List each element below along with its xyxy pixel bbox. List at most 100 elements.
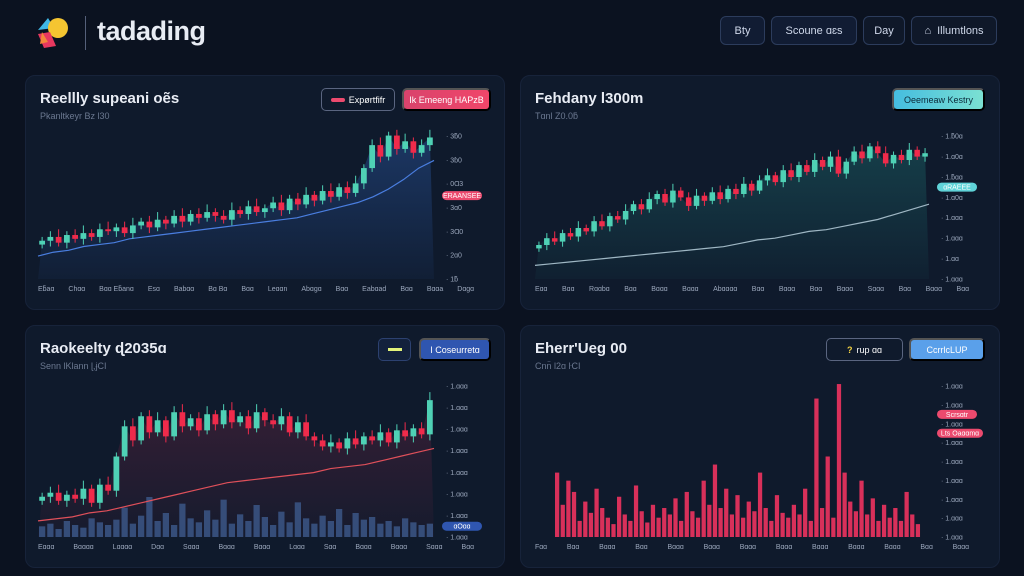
candle-body [851,151,857,162]
candle-body [796,165,802,177]
bar [656,517,661,537]
candle-body [303,194,310,205]
header-button-4[interactable]: ⌂ Illumtlons [911,16,997,45]
candle-body [121,426,128,457]
candle-body [294,198,301,205]
y-tick-label: · 1.ɑ0ɑ [941,154,963,161]
candle-body [898,154,905,160]
bar [836,384,842,537]
volume-bar [204,510,211,537]
area-fill [38,135,434,279]
volume-bar [39,526,46,537]
candle-body [622,211,629,220]
bar [673,498,678,537]
volume-bar [336,509,343,537]
candle-body [154,219,161,228]
x-tick-label: Esɑ [148,286,160,293]
candle-body [212,414,219,425]
x-tick-label: Bɑɑɑ [391,544,407,551]
price-badge-2-label: Lts Oaɑɑmɑ [941,431,979,438]
action-button[interactable]: Ik Emeeng HAPzB [402,88,491,111]
bar [667,514,672,537]
bar [797,514,802,537]
header-button-1[interactable]: Bty [720,16,765,45]
volume-bar [402,518,409,537]
panel-title: Reellly supeani oẽs [40,90,180,107]
y-tick-label: · 3ƃ0 [446,134,462,141]
candle-body [261,412,268,421]
bar [571,491,577,537]
candle-body [678,190,684,198]
y-tick-label: · 3ɑ0 [446,205,462,212]
volume-bar [105,525,112,537]
price-badge-label: ɑOɑɑ [453,524,470,531]
candle-body [646,199,653,210]
y-tick-label: · 1.ɑɑɑ [941,535,963,542]
candle-body [47,492,54,497]
volume-bar [270,525,277,537]
candle-body [278,416,285,425]
x-tick-label: Bɑɑɑ [704,544,720,551]
bar [791,504,797,537]
x-tick-label: Fɑɑ [535,544,547,551]
candle-body [344,438,351,449]
panel-title: Fehdany l300m [535,90,644,107]
current-button[interactable]: I Coseurretɑ [419,338,491,361]
candle-body [179,215,186,222]
candle-body [336,187,343,197]
bar [842,472,847,537]
volume-bar [369,517,376,537]
volume-bar [55,529,62,537]
x-tick-label: Sɑɑɑ [868,286,884,293]
candle-body [121,227,128,234]
candle-body [544,238,550,245]
bar [741,517,746,537]
overview-button[interactable]: Oeemeaw Kestry [892,88,985,111]
volume-bar [245,521,252,537]
header-button-2[interactable]: Scoune ɑɛs [771,16,857,45]
candle-body [245,416,252,429]
control-button[interactable]: CcrrlcLUP [909,338,985,361]
candle-body [360,436,367,445]
candle-body [303,422,310,437]
volume-bar [385,521,392,537]
volume-bar [393,526,400,537]
header-button-3[interactable]: Day [863,16,905,45]
volume-bar [278,511,285,537]
minimize-button[interactable] [378,338,411,361]
candle-body [162,219,169,224]
x-tick-label: Dɑɑ [151,544,164,551]
bar [679,520,684,537]
bar [769,520,774,537]
bar [814,398,819,537]
price-badge-2 [937,428,983,438]
y-tick-label: · 1.ɑɑɑ [941,440,963,447]
bar [898,520,904,537]
y-tick-label: · 1.ɑɑɑ [941,215,963,222]
candle-body [827,156,834,167]
y-tick-label: · 1.ɑɑɑ [941,402,963,409]
candle-body [360,168,367,184]
bar [645,522,650,537]
chart: · 1.ɑɑɑ · 1.ɑɑɑ · 1.ɑɑɑ · 1.ɑɑɑ · 1.ɑɑɑ · 1.ɑ… [37,384,482,551]
volume-bar [261,517,268,537]
x-tick-label: Bɑɑ [400,286,413,293]
x-tick-label: Bɑ Bɑ [208,286,227,293]
chart: · 1.ɑɑɑ · 1.ɑɑɑ · 1.ɑɑɑ · 1.ɑɑɑ · 1.ɑɑɑ · 1.ɑ… [535,384,983,551]
candle-body [567,233,574,237]
x-tick-label: Bɑɑ [810,286,823,293]
x-tick-label: Bɑɑ [920,544,933,551]
bar [819,508,825,537]
volume-bar [171,525,178,537]
volume-bar [286,522,293,537]
candle-body [286,198,293,211]
candle-body [237,416,244,423]
candle-body [204,212,211,218]
candle-body [764,175,771,181]
y-tick-label: · 0Ɑ3 [446,181,463,188]
candle-body [352,438,359,445]
help-button[interactable]: ? rup ɑɑ [826,338,903,361]
candle-body [733,188,739,194]
export-button[interactable]: Expørtfifr [321,88,395,111]
candle-body [748,183,755,191]
